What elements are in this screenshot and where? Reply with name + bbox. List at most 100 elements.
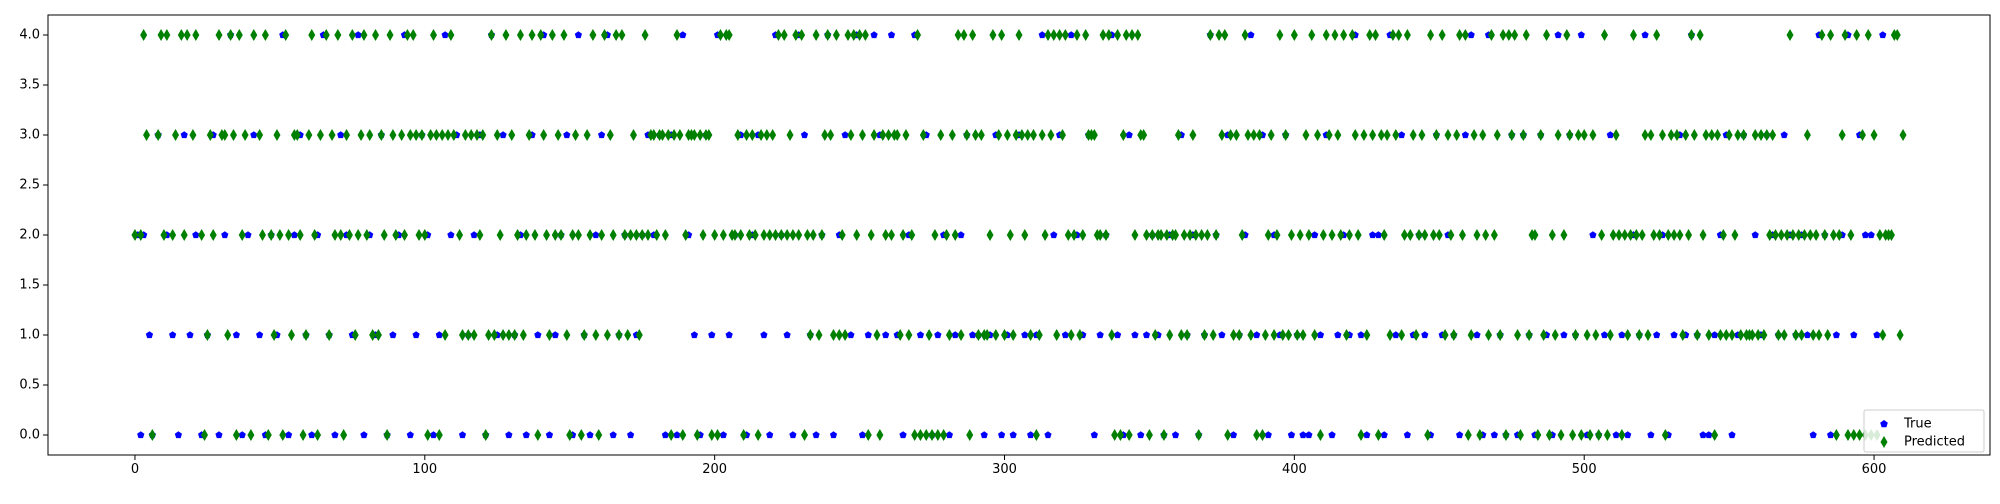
predicted-point-466	[1519, 129, 1527, 141]
predicted-point-73	[374, 329, 382, 341]
predicted-point-260	[922, 429, 930, 441]
predicted-point-166	[650, 129, 658, 141]
true-point-8	[174, 431, 182, 439]
true-point-9	[180, 131, 188, 139]
predicted-point-268	[945, 329, 953, 341]
true-point-147	[980, 431, 988, 439]
predicted-point-289	[1006, 229, 1014, 241]
predicted-point-282	[986, 229, 994, 241]
predicted-point-558	[1786, 29, 1794, 41]
predicted-point-206	[766, 229, 774, 241]
predicted-point-465	[1516, 429, 1524, 441]
predicted-point-572	[1827, 29, 1835, 41]
true-point-19	[238, 431, 246, 439]
predicted-point-237	[856, 29, 864, 41]
predicted-point-329	[1122, 29, 1130, 41]
true-point-77	[574, 31, 582, 39]
predicted-point-419	[1383, 129, 1391, 141]
true-point-174	[1137, 431, 1145, 439]
predicted-point-477	[1551, 329, 1559, 341]
predicted-point-292	[1015, 29, 1023, 41]
predicted-point-122	[522, 229, 530, 241]
predicted-point-103	[467, 129, 475, 141]
true-point-53	[435, 331, 443, 339]
predicted-point-562	[1798, 329, 1806, 341]
true-point-158	[1044, 431, 1052, 439]
legend-marker-true	[1880, 420, 1888, 428]
predicted-point-327	[1116, 429, 1124, 441]
predicted-point-270	[951, 229, 959, 241]
predicted-point-81	[401, 229, 409, 241]
predicted-point-181	[693, 429, 701, 441]
true-point-155	[1027, 431, 1035, 439]
predicted-point-337	[1145, 429, 1153, 441]
predicted-point-551	[1766, 229, 1774, 241]
predicted-point-302	[1044, 29, 1052, 41]
true-point-86	[627, 431, 635, 439]
predicted-point-352	[1189, 129, 1197, 141]
predicted-point-516	[1664, 229, 1672, 241]
predicted-point-573	[1829, 229, 1837, 241]
predicted-point-211	[780, 29, 788, 41]
predicted-point-31	[247, 429, 255, 441]
predicted-point-347	[1174, 129, 1182, 141]
predicted-point-565	[1806, 229, 1814, 241]
predicted-point-147	[595, 429, 603, 441]
true-point-83	[609, 431, 617, 439]
predicted-point-4	[148, 429, 156, 441]
predicted-point-574	[1832, 429, 1840, 441]
predicted-point-398	[1322, 29, 1330, 41]
predicted-point-461	[1505, 29, 1513, 41]
predicted-point-412	[1363, 329, 1371, 341]
predicted-point-580	[1850, 429, 1858, 441]
true-point-213	[1363, 431, 1371, 439]
true-point-294	[1832, 331, 1840, 339]
predicted-point-53	[314, 429, 322, 441]
true-point-3	[145, 331, 154, 339]
predicted-point-500	[1618, 429, 1626, 441]
true-point-79	[586, 431, 594, 439]
predicted-point-517	[1667, 129, 1675, 141]
predicted-point-274	[963, 129, 971, 141]
predicted-point-195	[734, 129, 742, 141]
predicted-point-484	[1572, 329, 1580, 341]
predicted-point-585	[1864, 29, 1872, 41]
true-point-250	[1577, 31, 1585, 39]
predicted-point-513	[1656, 229, 1664, 241]
predicted-point-413	[1366, 29, 1374, 41]
true-point-57	[458, 431, 467, 439]
true-point-263	[1653, 331, 1661, 339]
predicted-point-151	[606, 129, 614, 141]
predicted-point-426	[1403, 29, 1411, 41]
predicted-point-371	[1244, 129, 1252, 141]
predicted-point-436	[1432, 129, 1440, 141]
predicted-point-332	[1131, 229, 1139, 241]
predicted-point-275	[966, 429, 974, 441]
true-point-75	[563, 131, 571, 139]
true-point-141	[945, 431, 953, 439]
predicted-point-38	[270, 329, 278, 341]
predicted-point-483	[1569, 429, 1577, 441]
predicted-point-512	[1653, 29, 1661, 41]
predicted-point-155	[618, 29, 626, 41]
predicted-point-499	[1615, 229, 1623, 241]
predicted-point-61	[340, 429, 348, 441]
true-point-103	[725, 331, 733, 339]
y-tick-label-8: 4.0	[19, 28, 40, 43]
y-tick-label-2: 1.0	[19, 328, 40, 343]
predicted-point-336	[1143, 229, 1151, 241]
predicted-point-59	[334, 29, 342, 41]
predicted-point-160	[632, 229, 640, 241]
predicted-point-403	[1337, 229, 1345, 241]
predicted-point-239	[861, 29, 869, 41]
predicted-point-393	[1308, 29, 1316, 41]
predicted-point-434	[1427, 29, 1435, 41]
predicted-point-243	[873, 329, 881, 341]
predicted-point-163	[641, 29, 649, 41]
predicted-point-273	[960, 29, 968, 41]
predicted-point-556	[1780, 329, 1788, 341]
predicted-point-569	[1818, 29, 1826, 41]
predicted-point-204	[760, 229, 768, 241]
predicted-point-183	[699, 229, 707, 241]
